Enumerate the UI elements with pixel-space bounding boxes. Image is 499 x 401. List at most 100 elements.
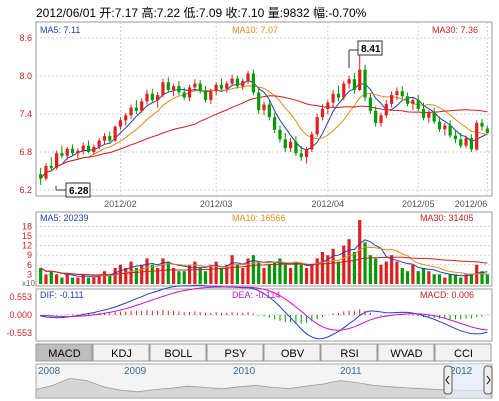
volume-label: 量:: [267, 6, 283, 20]
tab-wvad[interactable]: WVAD: [377, 343, 435, 362]
candlestick: [485, 125, 489, 134]
tab-background[interactable]: [206, 343, 264, 362]
volume-y-tick: 3: [27, 269, 32, 279]
tab-label[interactable]: WVAD: [390, 348, 422, 360]
volume-bar: [443, 277, 447, 284]
candlestick: [241, 78, 245, 90]
candlestick: [336, 85, 341, 102]
date-tick: 2012/06: [455, 199, 488, 209]
tab-label[interactable]: CCI: [454, 348, 473, 360]
candle-body: [140, 101, 144, 111]
volume-bar: [209, 264, 213, 284]
candlestick: [193, 79, 197, 92]
candlestick: [65, 146, 69, 160]
candlestick: [198, 79, 202, 94]
navigator-left-handle[interactable]: [443, 365, 453, 395]
candle-body: [156, 95, 160, 101]
high-label: 高:: [141, 6, 157, 20]
candle-body: [161, 82, 165, 95]
volume-bar: [177, 271, 181, 284]
price-y-tick: 7.4: [19, 109, 32, 119]
volume-bar: [459, 277, 463, 284]
volume-bar: [304, 268, 309, 284]
tab-label[interactable]: OBV: [281, 348, 305, 360]
tab-background[interactable]: [263, 343, 321, 362]
tab-background[interactable]: [35, 343, 93, 362]
candlestick: [432, 107, 436, 125]
candlestick: [219, 78, 224, 90]
candle-body: [219, 84, 224, 89]
candle-body: [102, 136, 107, 141]
tab-label[interactable]: BOLL: [164, 348, 192, 360]
candlestick: [150, 88, 154, 103]
candlestick: [246, 70, 250, 84]
low-marker: 6.28: [55, 182, 91, 198]
tab-cci[interactable]: CCI: [434, 343, 492, 362]
volume-bar: [203, 271, 208, 284]
tab-obv[interactable]: OBV: [263, 343, 321, 362]
candle-body: [416, 100, 420, 109]
candle-body: [129, 107, 133, 116]
open-label: 开:: [99, 6, 115, 20]
tab-rsi[interactable]: RSI: [320, 343, 378, 362]
candle-body: [193, 83, 197, 88]
volume-bar: [49, 271, 53, 284]
candle-body: [150, 93, 154, 101]
volume-bar: [262, 268, 266, 284]
tab-label[interactable]: MACD: [48, 348, 80, 360]
volume-bar: [475, 264, 479, 284]
candlestick: [182, 87, 186, 101]
candle-body: [203, 91, 208, 101]
candlestick: [315, 114, 319, 137]
candle-body: [368, 97, 372, 111]
date-tick: 2012/02: [104, 199, 137, 209]
tab-background[interactable]: [149, 343, 207, 362]
high-value: 7.22: [156, 6, 181, 20]
tab-label[interactable]: KDJ: [111, 348, 132, 360]
volume-y-tick: 9: [27, 250, 32, 260]
volume-bar: [299, 264, 303, 284]
dif-legend: DIF: -0.111: [40, 290, 84, 300]
candle-body: [182, 92, 186, 98]
tab-boll[interactable]: BOLL: [149, 343, 207, 362]
volume-bar: [421, 268, 426, 284]
tab-label[interactable]: PSY: [224, 348, 247, 360]
candle-body: [315, 117, 319, 135]
date-tick: 2012/04: [312, 199, 345, 209]
volume-value: 9832: [282, 6, 310, 20]
candlestick: [55, 150, 59, 170]
tab-kdj[interactable]: KDJ: [92, 343, 150, 362]
candlestick: [411, 97, 415, 111]
tab-psy[interactable]: PSY: [206, 343, 264, 362]
quote-date: 2012/06/01: [36, 6, 97, 20]
candlestick: [92, 144, 96, 155]
candlestick: [86, 140, 91, 154]
tab-background[interactable]: [377, 343, 435, 362]
change-label: 幅:: [312, 6, 329, 20]
tab-macd[interactable]: MACD: [35, 343, 93, 362]
candle-body: [166, 82, 170, 90]
tab-background[interactable]: [92, 343, 150, 362]
candlestick: [102, 133, 107, 145]
macd-y-tick: 0.000: [9, 310, 32, 320]
candlestick: [113, 125, 117, 142]
volume-y-tick: 18: [22, 221, 32, 231]
tab-background[interactable]: [320, 343, 378, 362]
candle-body: [459, 139, 463, 146]
navigator-right-handle[interactable]: [483, 365, 493, 395]
candlestick: [134, 100, 138, 114]
volume-bar: [166, 261, 170, 284]
candlestick: [427, 110, 431, 123]
volume-bar: [416, 271, 420, 284]
time-navigator[interactable]: 2008 2009 2010 2011 2012: [35, 363, 493, 399]
candle-body: [267, 104, 271, 118]
volume-bar: [108, 274, 112, 284]
volume-bar: [278, 258, 282, 284]
tab-background[interactable]: [434, 343, 492, 362]
volume-bar: [60, 277, 64, 284]
candle-body: [480, 122, 484, 127]
candle-body: [76, 150, 80, 154]
tab-label[interactable]: RSI: [340, 348, 358, 360]
candlestick: [448, 120, 452, 139]
